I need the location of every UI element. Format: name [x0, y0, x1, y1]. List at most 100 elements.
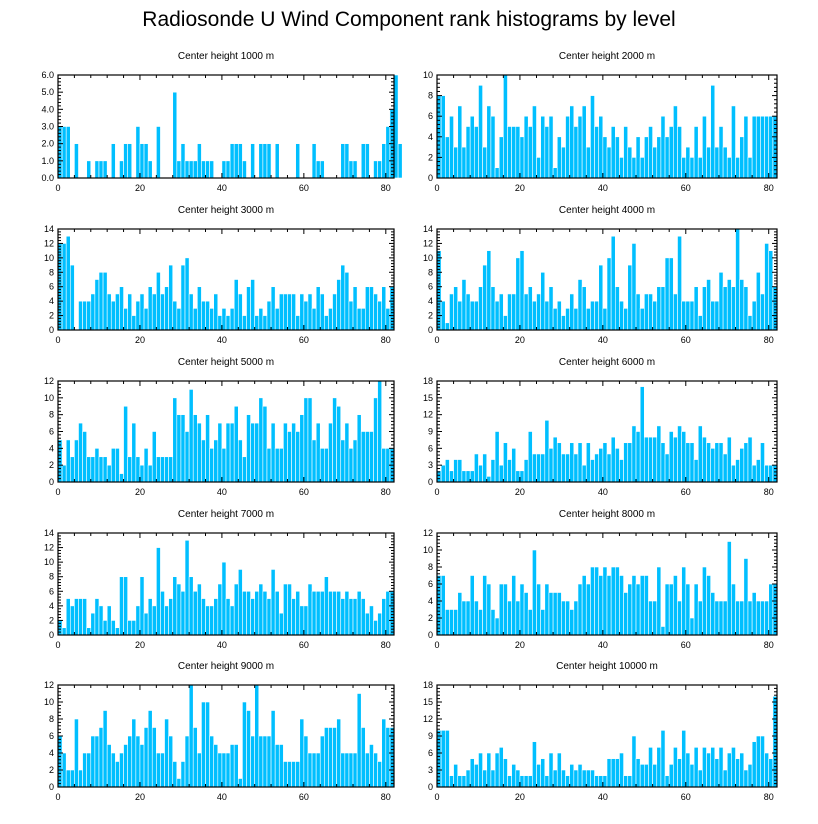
histogram-bar: [511, 575, 517, 636]
histogram-bar: [278, 612, 284, 636]
histogram-bar: [519, 583, 525, 636]
histogram-bar: [356, 414, 362, 483]
histogram-bar: [523, 775, 529, 788]
histogram-bar: [486, 476, 492, 483]
histogram-bar: [328, 308, 333, 331]
histogram-panel-10: Center height 10000 m 0 20 40 60 80 0 3 6 9 12 15 18: [423, 661, 778, 802]
panel-title: Center height 2000 m: [559, 51, 655, 62]
histogram-bar: [78, 300, 83, 331]
histogram-bar: [648, 747, 653, 788]
histogram-bar: [673, 747, 678, 788]
histogram-bar: [143, 448, 149, 483]
histogram-bar: [735, 758, 740, 788]
histogram-bar: [544, 583, 550, 636]
x-tick-label: 40: [217, 487, 227, 497]
histogram-bar: [74, 439, 79, 483]
histogram-bar: [119, 752, 124, 788]
histogram-bar: [303, 605, 309, 636]
panel-title: Center height 6000 m: [559, 357, 655, 368]
histogram-bar: [465, 769, 471, 788]
histogram-bar: [577, 583, 583, 636]
histogram-bar: [139, 143, 145, 179]
histogram-bar: [602, 442, 608, 483]
histogram-bar: [57, 735, 63, 788]
y-tick-label: 8: [49, 410, 54, 420]
histogram-bar: [697, 315, 703, 331]
histogram-bar: [581, 769, 587, 788]
histogram-bar: [627, 583, 633, 636]
plot-frame: [436, 74, 778, 179]
histogram-bar: [602, 566, 608, 636]
histogram-bar: [710, 592, 716, 636]
histogram-bar: [127, 456, 133, 483]
histogram-bar: [668, 257, 674, 331]
histogram-bar: [486, 105, 492, 179]
histogram-bar: [606, 758, 612, 788]
histogram-bar: [768, 250, 774, 331]
histogram-bar: [250, 735, 255, 788]
histogram-bar: [160, 752, 165, 788]
histogram-bar: [726, 436, 732, 483]
histogram-bar: [86, 627, 92, 636]
histogram-bar: [747, 157, 753, 179]
histogram-bar: [336, 590, 342, 636]
histogram-bar: [258, 308, 264, 331]
y-tick-label: 4: [49, 443, 54, 453]
histogram-bar: [270, 569, 276, 636]
histogram-bar: [295, 315, 301, 331]
histogram-bar: [681, 431, 687, 483]
histogram-panel-6: Center height 6000 m 0 20 40 60 80 0 3 6 9 12 15 18: [423, 357, 778, 497]
histogram-bar: [328, 590, 333, 636]
histogram-bar: [503, 74, 508, 179]
histogram-bar: [381, 718, 387, 788]
histogram-bar: [156, 547, 161, 636]
histogram-bar: [151, 293, 157, 331]
histogram-bar: [610, 126, 616, 179]
histogram-bar: [494, 617, 500, 636]
histogram-bar: [201, 300, 206, 331]
histogram-bar: [123, 405, 128, 483]
histogram-bar: [743, 769, 749, 788]
histogram-bar: [523, 592, 529, 636]
histogram-bar: [681, 300, 687, 331]
histogram-bar: [556, 592, 562, 636]
histogram-bar: [536, 453, 541, 483]
histogram-bar: [385, 126, 391, 179]
histogram-bar: [197, 143, 202, 179]
histogram-bar: [540, 271, 546, 331]
histogram-bar: [755, 459, 761, 483]
histogram-bar: [482, 575, 488, 636]
histogram-bar: [569, 442, 575, 483]
histogram-bar: [731, 286, 736, 331]
histogram-bar: [710, 747, 716, 788]
histogram-bar: [598, 448, 604, 483]
histogram-bar: [614, 286, 620, 331]
histogram-bar: [266, 598, 272, 636]
histogram-bar: [307, 583, 313, 636]
histogram-bar: [532, 453, 537, 483]
histogram-bar: [65, 126, 71, 179]
histogram-bar: [751, 741, 757, 788]
histogram-panel-5: Center height 5000 m 0 20 40 60 80 0 2 4 6 8 10 12: [44, 357, 395, 497]
histogram-bar: [565, 115, 570, 179]
histogram-bar: [606, 453, 612, 483]
histogram-bar: [689, 617, 695, 636]
histogram-bar: [710, 448, 716, 483]
histogram-bar: [86, 752, 92, 788]
histogram-bar: [365, 143, 370, 179]
histogram-bar: [768, 464, 774, 483]
histogram-bar: [440, 730, 446, 788]
y-tick-label: 10: [44, 253, 54, 263]
histogram-bar: [735, 459, 740, 483]
histogram-bar: [291, 293, 296, 331]
y-tick-label: 0: [428, 325, 433, 335]
histogram-bar: [561, 769, 566, 788]
histogram-bar: [552, 436, 558, 483]
histogram-bar: [324, 448, 329, 483]
histogram-bar: [548, 115, 554, 179]
histogram-bar: [548, 448, 554, 483]
x-tick-label: 40: [598, 487, 608, 497]
histogram-bar: [465, 470, 471, 483]
histogram-bar: [594, 300, 600, 331]
histogram-bar: [164, 286, 169, 331]
